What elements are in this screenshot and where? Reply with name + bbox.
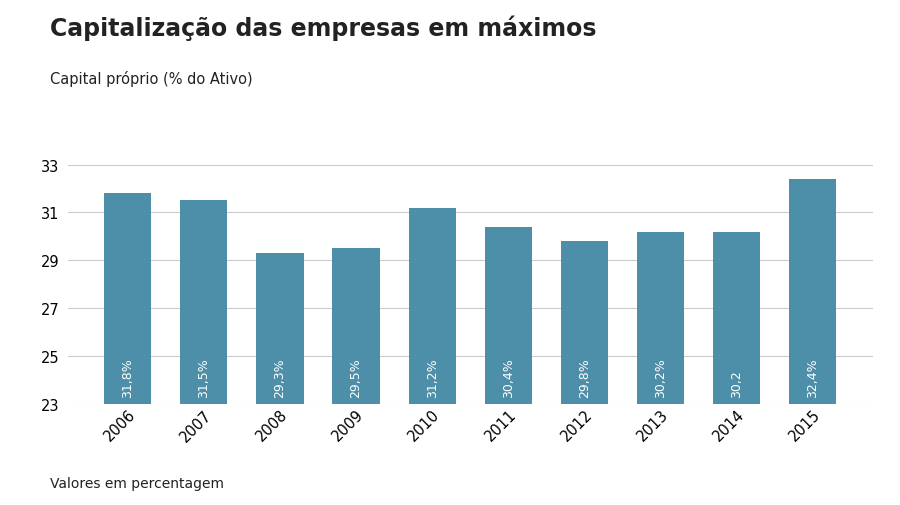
Bar [104, 194, 151, 404]
Bar [713, 232, 760, 404]
Text: Capitalização das empresas em máximos: Capitalização das empresas em máximos [50, 15, 596, 40]
Text: 29,8%: 29,8% [578, 357, 591, 397]
Text: 31,2%: 31,2% [426, 358, 438, 397]
Text: Capital próprio (% do Ativo): Capital próprio (% do Ativo) [50, 71, 252, 87]
Text: 30,4%: 30,4% [502, 357, 515, 397]
Text: 31,5%: 31,5% [197, 357, 211, 397]
Text: 30,2%: 30,2% [654, 357, 667, 397]
Bar [409, 208, 455, 404]
Bar [180, 201, 228, 404]
Text: 31,8%: 31,8% [122, 357, 134, 397]
Text: 29,3%: 29,3% [274, 358, 286, 397]
Bar [561, 242, 608, 404]
Bar [789, 180, 836, 404]
Bar [332, 249, 380, 404]
Bar [485, 227, 532, 404]
Text: 29,5%: 29,5% [349, 357, 363, 397]
Text: 30,2: 30,2 [730, 369, 743, 397]
Text: 32,4%: 32,4% [806, 358, 819, 397]
Bar [637, 232, 684, 404]
Text: Valores em percentagem: Valores em percentagem [50, 476, 223, 490]
Bar [256, 254, 303, 404]
